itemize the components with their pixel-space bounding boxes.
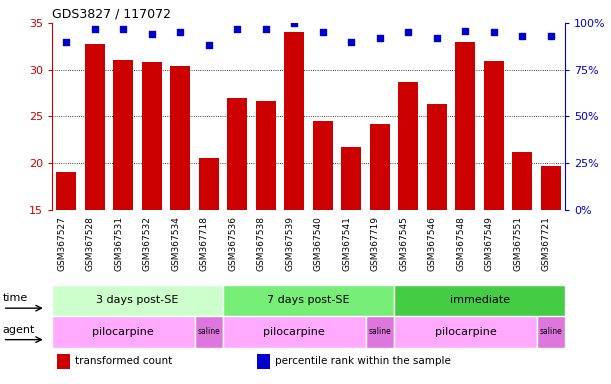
Text: GSM367545: GSM367545 [400,216,408,271]
Text: transformed count: transformed count [75,356,172,366]
Bar [394,316,536,348]
Text: GSM367527: GSM367527 [57,216,66,271]
Text: agent: agent [2,325,35,335]
Bar [484,61,504,210]
Text: GSM367546: GSM367546 [428,216,437,271]
Point [403,29,413,35]
Bar [257,354,270,369]
Text: saline: saline [540,327,562,336]
Bar [536,316,565,348]
Text: saline: saline [368,327,391,336]
Bar [52,316,194,348]
Text: time: time [2,293,28,303]
Point [546,33,556,39]
Point [90,26,100,32]
Text: GDS3827 / 117072: GDS3827 / 117072 [52,7,171,20]
Bar [256,101,276,210]
Bar [52,285,223,316]
Text: GSM367548: GSM367548 [456,216,466,271]
Point [318,29,327,35]
Text: GSM367541: GSM367541 [342,216,351,271]
Bar [227,98,247,210]
Bar [194,316,223,348]
Text: GSM367549: GSM367549 [485,216,494,271]
Text: pilocarpine: pilocarpine [434,327,496,337]
Text: pilocarpine: pilocarpine [263,327,325,337]
Text: 3 days post-SE: 3 days post-SE [97,295,178,305]
Point [175,29,185,35]
Text: GSM367538: GSM367538 [257,216,266,271]
Bar [394,285,565,316]
Point [461,27,470,33]
Text: GSM367539: GSM367539 [285,216,295,271]
Text: GSM367528: GSM367528 [86,216,95,271]
Bar [284,32,304,210]
Point [261,26,271,32]
Point [119,26,128,32]
Bar [57,354,70,369]
Text: GSM367531: GSM367531 [114,216,123,271]
Bar [56,172,76,210]
Bar [170,66,190,210]
Point [147,31,156,37]
Text: pilocarpine: pilocarpine [92,327,154,337]
Bar [455,42,475,210]
Point [518,33,527,39]
Bar [223,316,365,348]
Text: GSM367540: GSM367540 [314,216,323,271]
Bar [541,166,561,210]
Bar [113,60,133,210]
Point [489,29,499,35]
Bar [313,121,333,210]
Point [375,35,385,41]
Bar [342,147,361,210]
Point [432,35,442,41]
Bar [370,124,390,210]
Text: 7 days post-SE: 7 days post-SE [267,295,350,305]
Bar [398,82,419,210]
Bar [427,104,447,210]
Point [232,26,242,32]
Bar [199,158,219,210]
Text: percentile rank within the sample: percentile rank within the sample [275,356,451,366]
Point [346,39,356,45]
Bar [142,62,162,210]
Text: immediate: immediate [450,295,510,305]
Point [61,39,71,45]
Text: GSM367536: GSM367536 [229,216,237,271]
Bar [223,285,394,316]
Bar [513,152,532,210]
Text: GSM367721: GSM367721 [542,216,551,271]
Bar [365,316,394,348]
Point [290,20,299,26]
Text: GSM367534: GSM367534 [171,216,180,271]
Text: GSM367532: GSM367532 [143,216,152,271]
Point [204,42,214,48]
Bar [85,43,104,210]
Text: GSM367719: GSM367719 [371,216,380,271]
Text: saline: saline [197,327,220,336]
Text: GSM367551: GSM367551 [513,216,522,271]
Text: GSM367718: GSM367718 [200,216,209,271]
